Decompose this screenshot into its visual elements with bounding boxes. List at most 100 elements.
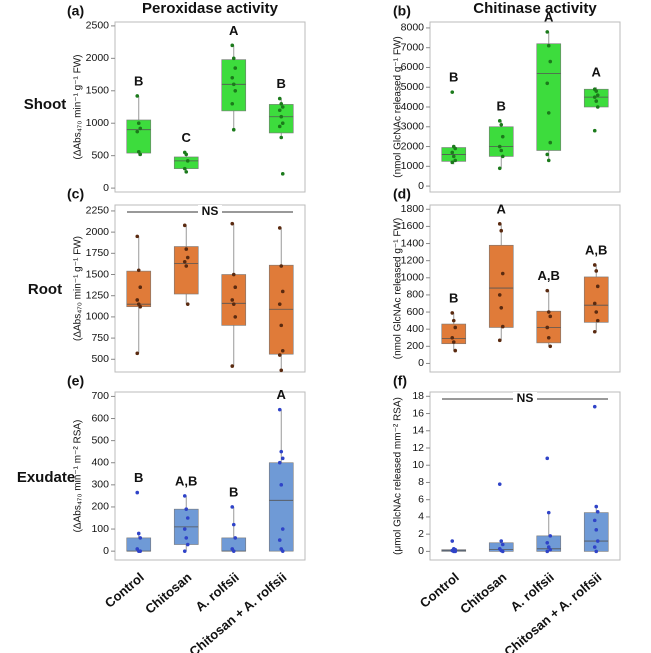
y-tick-label: 4 — [418, 511, 424, 523]
data-point — [595, 93, 600, 97]
data-point — [497, 293, 502, 297]
data-point — [136, 531, 141, 536]
ns-label: NS — [517, 391, 534, 405]
y-tick-label: 18 — [412, 390, 424, 402]
chart-title: Peroxidase activity — [142, 0, 279, 17]
panel-label: (f) — [393, 373, 407, 389]
y-tick-label: 2 — [418, 528, 424, 540]
data-point — [184, 152, 189, 157]
data-point — [184, 507, 189, 511]
data-point — [277, 124, 282, 129]
data-point — [594, 310, 599, 314]
data-point — [545, 456, 550, 461]
significance-letter: B — [449, 290, 458, 305]
data-point — [497, 338, 502, 343]
y-tick-label: 0 — [418, 180, 424, 192]
significance-letter: B — [497, 98, 506, 113]
box — [583, 512, 609, 552]
data-point — [548, 59, 553, 64]
data-point — [453, 146, 458, 151]
data-point — [138, 536, 143, 540]
data-point — [499, 305, 504, 310]
box — [173, 156, 199, 169]
data-point — [233, 88, 238, 93]
y-tick-label: 400 — [406, 323, 424, 335]
data-point — [277, 96, 282, 101]
y-axis-label: (ΔAbs₄₇₀ min⁻¹ g⁻¹ FW) — [73, 54, 84, 159]
data-point — [545, 81, 550, 86]
data-point — [136, 268, 141, 273]
y-tick-label: 12 — [412, 442, 424, 454]
y-tick-label: 2000 — [401, 140, 425, 152]
y-tick-label: 2000 — [86, 52, 110, 64]
data-point — [231, 522, 236, 527]
data-point — [545, 549, 550, 554]
row-label: Exudate — [17, 469, 75, 486]
y-tick-label: 500 — [91, 353, 109, 365]
y-axis-label: (ΔAbs₄₇₀ min⁻¹ g⁻¹ FW) — [73, 236, 84, 341]
data-point — [279, 483, 284, 487]
data-point — [592, 404, 597, 409]
plot-frame — [429, 204, 621, 373]
data-point — [182, 494, 187, 498]
y-tick-label: 0 — [103, 545, 109, 557]
y-tick-label: 4000 — [401, 101, 425, 113]
data-point — [500, 134, 505, 139]
data-point — [451, 340, 456, 344]
row-label: Shoot — [24, 96, 67, 113]
data-point — [233, 285, 238, 290]
y-tick-label: 800 — [406, 289, 424, 301]
box — [583, 276, 609, 323]
data-point — [135, 298, 140, 302]
data-point — [280, 121, 285, 126]
y-axis-label: (μmol GlcNAc released mm⁻² RSA) — [393, 397, 404, 555]
data-point — [135, 490, 140, 495]
panel-label: (d) — [393, 186, 411, 202]
data-point — [184, 536, 189, 540]
data-point — [594, 528, 599, 532]
data-point — [548, 314, 553, 319]
data-point — [592, 329, 597, 334]
data-point — [231, 127, 236, 132]
data-point — [595, 284, 600, 289]
y-tick-label: 1750 — [86, 247, 110, 259]
data-point — [499, 228, 504, 233]
significance-letter: B — [449, 70, 458, 85]
data-point — [500, 154, 505, 159]
data-point — [138, 126, 143, 131]
y-tick-label: 8 — [418, 476, 424, 488]
data-point — [545, 152, 550, 157]
data-point — [450, 311, 455, 315]
significance-letter: A — [592, 65, 602, 80]
data-point — [135, 94, 140, 98]
data-point — [594, 99, 599, 103]
data-point — [233, 315, 238, 319]
plot-frame — [114, 391, 306, 561]
data-point — [231, 82, 236, 87]
box — [268, 104, 294, 134]
data-point — [450, 160, 455, 165]
data-point — [594, 504, 599, 509]
data-point — [280, 172, 285, 176]
box — [173, 246, 199, 295]
data-point — [545, 288, 550, 293]
data-point — [182, 527, 187, 531]
y-tick-label: 300 — [91, 479, 109, 491]
y-tick-label: 1500 — [86, 268, 110, 280]
data-point — [277, 226, 282, 230]
data-point — [135, 129, 140, 134]
data-point — [592, 95, 597, 99]
data-point — [500, 549, 505, 554]
panel-label: (c) — [67, 186, 84, 202]
y-tick-label: 2500 — [86, 20, 110, 32]
y-tick-label: 200 — [406, 340, 424, 352]
y-tick-label: 1400 — [401, 237, 425, 249]
data-point — [182, 259, 187, 264]
box — [488, 244, 514, 328]
data-point — [546, 510, 551, 515]
data-point — [185, 159, 190, 163]
y-tick-label: 2250 — [86, 205, 110, 217]
row-label: Root — [28, 281, 62, 298]
significance-letter: B — [134, 470, 143, 485]
